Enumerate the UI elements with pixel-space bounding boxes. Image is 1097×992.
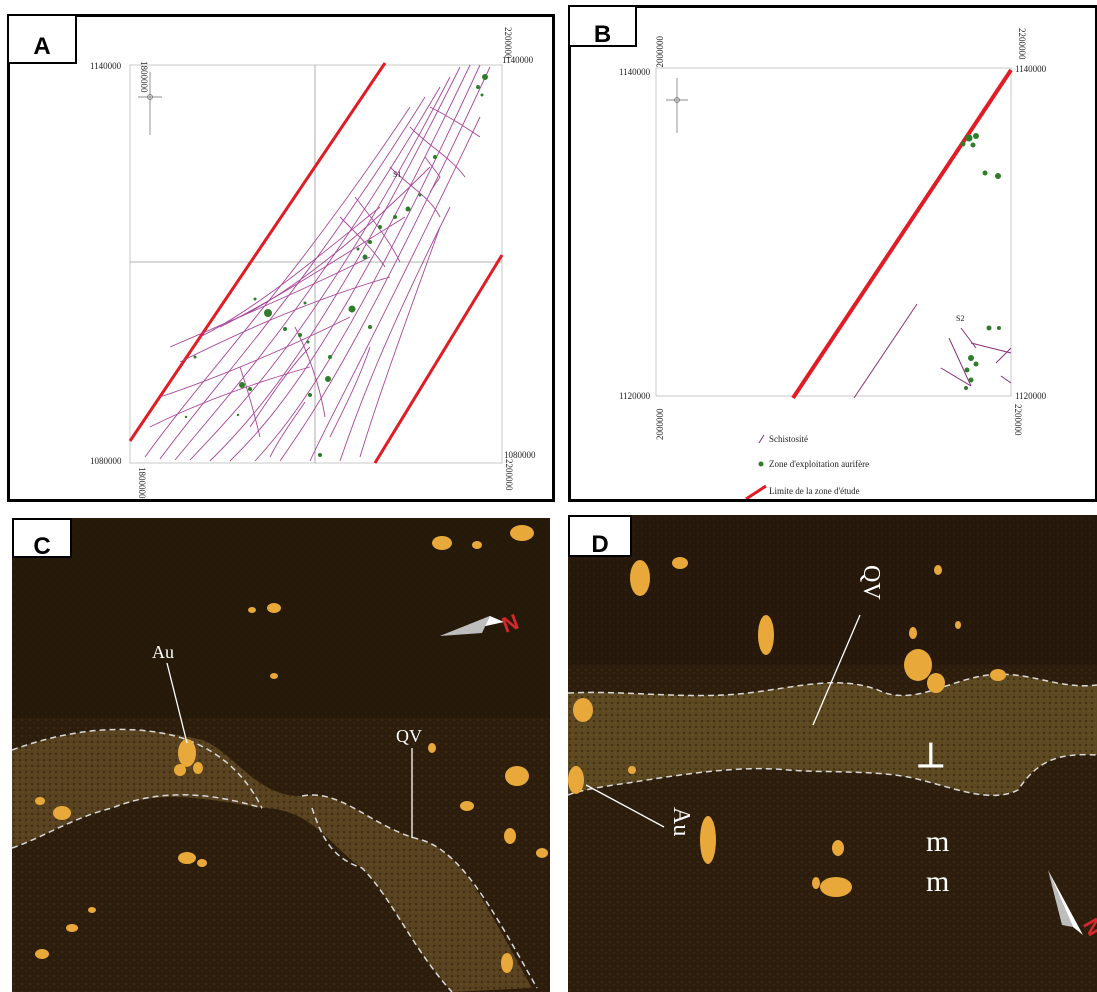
panel-b-letter: B — [568, 5, 637, 47]
map-a-coord-bottom-y-left: 1080000 — [90, 456, 122, 466]
label-qv-d: QV — [858, 565, 884, 600]
photo-panel-d: N QV Au ⊥ m m D — [568, 515, 1097, 992]
map-b-coord-bottom-left-x: 2000000 — [655, 408, 665, 440]
map-a-coord-bottom-left-x: 1800000 — [137, 467, 147, 499]
label-qv-c: QV — [396, 726, 422, 746]
gold-grains-c — [35, 525, 548, 973]
quartz-vein-d — [568, 674, 1097, 796]
panel-c-letter: C — [12, 518, 72, 558]
map-b-frame — [655, 67, 1012, 397]
schistosity-lines-b — [853, 303, 1012, 399]
map-a-label-s1: S1 — [393, 170, 401, 179]
label-m1-d: m — [926, 825, 949, 858]
north-arrow-d-icon: N — [1048, 870, 1097, 940]
map-b-coord-top-y-left: 1140000 — [619, 67, 651, 77]
map-b-coord-top-right-x: 2200000 — [1017, 28, 1027, 60]
gold-zones-b — [960, 133, 1001, 390]
legend-schistosity-label: Schistosité — [769, 434, 808, 444]
map-b-label-s2: S2 — [956, 314, 964, 323]
panel-a-letter: A — [7, 14, 77, 64]
label-m2-d: m — [926, 865, 949, 898]
map-b-coord-bottom-right-x: 2200000 — [1013, 404, 1023, 436]
gold-grains-d — [568, 557, 1006, 897]
study-area-boundary-right — [373, 254, 504, 464]
map-b-coord-top-left-x: 2000000 — [655, 36, 665, 68]
map-panel-b: 2000000 2200000 1140000 1140000 1120000 … — [568, 5, 1097, 502]
map-b-svg: 2000000 2200000 1140000 1140000 1120000 … — [619, 28, 1047, 499]
legend-schistosity-swatch — [758, 434, 765, 444]
map-b-coord-bottom-y-left: 1120000 — [619, 391, 651, 401]
north-arrow-icon — [138, 72, 162, 135]
gold-zones-a — [184, 74, 488, 457]
map-b-coord-top-y-right: 1140000 — [1015, 64, 1047, 74]
photo-panel-c: N Au QV C — [12, 518, 550, 992]
panel-d-letter: D — [568, 515, 632, 557]
map-a-coord-bottom-y-right: 1080000 — [504, 450, 536, 460]
map-a-coord-bottom-right-x: 2200000 — [504, 459, 514, 491]
qv-leader-line-d — [812, 614, 861, 726]
vein-boundary-c-upper — [12, 728, 538, 989]
map-a-svg: 1800000 2200000 1140000 1140000 1080000 … — [90, 27, 536, 499]
vein-boundary-d-upper — [568, 673, 1097, 697]
study-area-boundary-left — [128, 62, 387, 442]
label-au-c: Au — [152, 642, 174, 662]
legend-gold-zone-swatch — [758, 461, 764, 467]
legend-boundary-label: Limite de la zone d'étude — [769, 486, 860, 496]
label-perpendicular-d: ⊥ — [916, 738, 946, 775]
map-b-legend: Schistosité Zone d'exploitation aurifère… — [745, 434, 869, 499]
legend-gold-zone-label: Zone d'exploitation aurifère — [769, 459, 869, 469]
schistosity-lines — [144, 64, 491, 462]
photo-c-svg: N Au QV — [12, 518, 550, 992]
map-a-coord-top-y-left: 1140000 — [90, 61, 122, 71]
map-a-coord-top-right-x: 2200000 — [503, 27, 513, 59]
map-b-coord-bottom-y-right: 1120000 — [1015, 391, 1047, 401]
au-leader-line-c — [166, 662, 188, 744]
legend-boundary-swatch — [745, 484, 767, 499]
map-a-coord-top-y-right: 1140000 — [502, 55, 534, 65]
quartz-vein-c — [12, 729, 532, 992]
label-au-d: Au — [668, 807, 694, 836]
study-area-boundary-b — [791, 68, 1013, 400]
vein-boundary-c-lower — [12, 794, 453, 992]
map-a-frame — [129, 64, 503, 464]
photo-d-svg: N QV Au ⊥ m m — [568, 515, 1097, 992]
map-panel-a: 1800000 2200000 1140000 1140000 1080000 … — [7, 14, 555, 502]
north-arrow-icon — [666, 78, 688, 133]
au-leader-line-d — [585, 784, 665, 828]
map-a-coord-top-left-x: 1800000 — [139, 61, 149, 93]
vein-boundary-d-lower — [568, 753, 1097, 797]
